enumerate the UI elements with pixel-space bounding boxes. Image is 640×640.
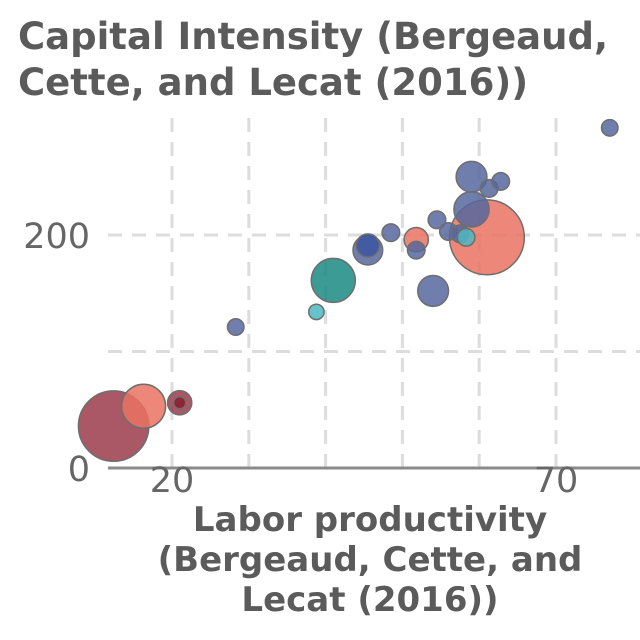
data-point xyxy=(120,383,167,430)
data-point xyxy=(381,223,401,243)
data-point xyxy=(355,233,381,258)
y-tick-label: 0 xyxy=(68,450,90,490)
data-point xyxy=(491,171,511,191)
x-tick-label: 70 xyxy=(534,461,579,501)
data-point xyxy=(226,318,245,337)
data-point xyxy=(307,303,325,321)
data-point xyxy=(416,274,450,308)
data-point xyxy=(456,227,476,247)
data-point xyxy=(455,160,488,193)
tick-labels: 20 70 0 200 xyxy=(23,217,578,501)
data-point xyxy=(406,240,426,260)
x-axis-title: Labor productivity (Bergeaud, Cette, and… xyxy=(157,500,583,620)
x-tick-label: 20 xyxy=(150,461,195,501)
data-point xyxy=(427,210,447,230)
data-point xyxy=(600,118,619,137)
data-point xyxy=(453,191,490,228)
y-tick-label: 200 xyxy=(23,217,90,257)
chart-title: Capital Intensity (Bergeaud, Cette, and … xyxy=(18,15,609,104)
data-point xyxy=(172,395,187,410)
grid-lines xyxy=(108,118,640,468)
data-point xyxy=(310,257,357,304)
data-points xyxy=(77,118,619,463)
